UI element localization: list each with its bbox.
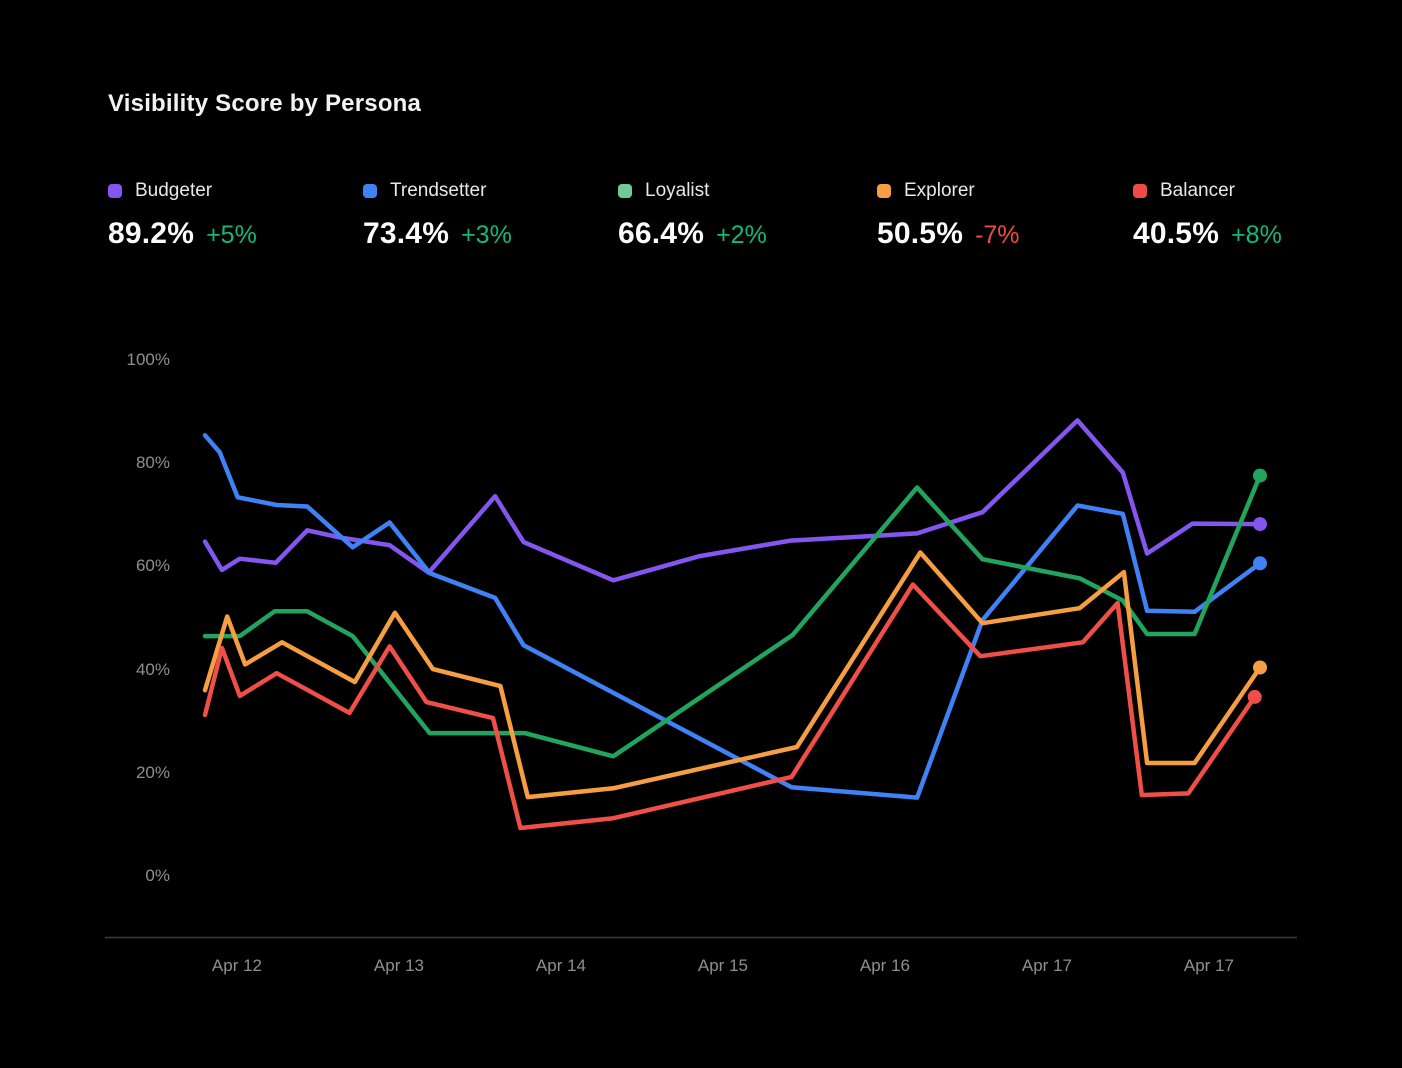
y-tick-0: 0% — [145, 866, 170, 885]
legend-swatch-budgeter — [108, 184, 122, 198]
legend-label-balancer: Balancer — [1160, 180, 1235, 201]
series-line-trendsetter — [202, 433, 1263, 800]
score-value-balancer: 40.5% — [1133, 217, 1220, 250]
x-tick-1: Apr 13 — [373, 956, 424, 975]
score-value-budgeter: 89.2% — [108, 217, 195, 250]
score-value-trendsetter: 73.4% — [363, 217, 450, 250]
y-tick-40: 40% — [135, 659, 170, 679]
series-line-loyalist — [202, 473, 1263, 759]
legend-label-loyalist: Loyalist — [645, 180, 710, 201]
x-tick-2: Apr 14 — [535, 956, 586, 975]
y-tick-20: 20% — [135, 762, 170, 782]
score-value-loyalist: 66.4% — [618, 217, 705, 250]
score-delta-trendsetter: +3% — [461, 221, 512, 249]
x-tick-5: Apr 17 — [1021, 956, 1072, 975]
legend-swatch-trendsetter — [363, 184, 377, 198]
legend-label-trendsetter: Trendsetter — [390, 180, 487, 201]
series-line-explorer — [202, 550, 1263, 800]
legend-item-balancer[interactable]: Balancer 40.5% +8% — [1133, 180, 1282, 251]
score-delta-balancer: +8% — [1231, 221, 1282, 249]
legend-item-explorer[interactable]: Explorer 50.5% -7% — [877, 180, 1020, 251]
y-tick-100: 100% — [126, 350, 170, 369]
score-delta-budgeter: +5% — [206, 221, 257, 249]
y-tick-80: 80% — [135, 453, 170, 473]
series-line-balancer — [202, 582, 1257, 831]
series-end-dot-explorer — [1253, 660, 1267, 675]
y-tick-60: 60% — [135, 556, 170, 576]
series-end-dot-budgeter — [1253, 517, 1267, 532]
series-end-dot-balancer — [1247, 689, 1262, 704]
legend-swatch-explorer — [877, 184, 891, 198]
legend-label-explorer: Explorer — [904, 180, 975, 201]
legend-swatch-loyalist — [618, 184, 632, 198]
series-line-budgeter — [202, 418, 1263, 583]
legend-swatch-balancer — [1133, 184, 1147, 198]
legend-item-trendsetter[interactable]: Trendsetter 73.4% +3% — [363, 180, 512, 251]
x-tick-4: Apr 16 — [859, 956, 910, 975]
score-value-explorer: 50.5% — [877, 217, 964, 250]
series-end-dot-loyalist — [1253, 468, 1267, 483]
series-end-dot-trendsetter — [1253, 556, 1267, 571]
page-title: Visibility Score by Persona — [108, 90, 422, 117]
x-tick-3: Apr 15 — [697, 956, 748, 975]
x-tick-0: Apr 12 — [211, 956, 262, 975]
score-delta-explorer: -7% — [975, 221, 1020, 249]
score-delta-loyalist: +2% — [716, 221, 767, 249]
legend-label-budgeter: Budgeter — [135, 180, 213, 201]
legend-item-budgeter[interactable]: Budgeter 89.2% +5% — [108, 180, 257, 251]
legend-item-loyalist[interactable]: Loyalist 66.4% +2% — [618, 180, 767, 251]
x-tick-6: Apr 17 — [1183, 956, 1234, 975]
